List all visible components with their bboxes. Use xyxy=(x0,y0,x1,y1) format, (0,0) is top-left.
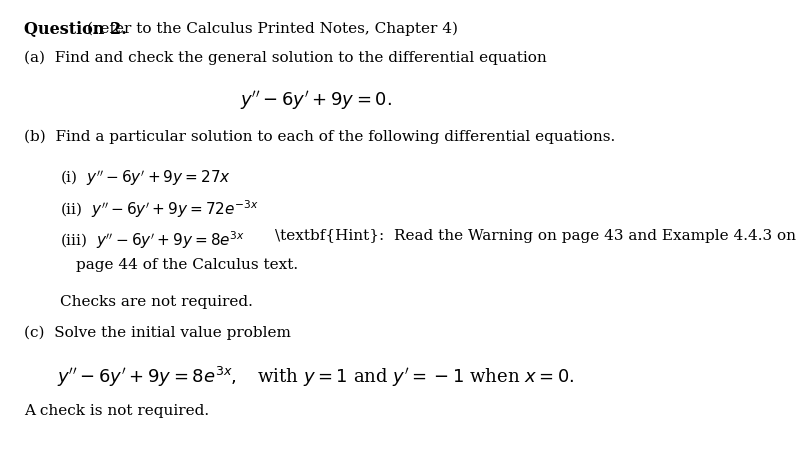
Text: (i)  $y'' - 6y' + 9y = 27x$: (i) $y'' - 6y' + 9y = 27x$ xyxy=(60,168,231,188)
Text: page 44 of the Calculus text.: page 44 of the Calculus text. xyxy=(76,258,298,272)
Text: (iii)  $y'' - 6y' + 9y = 8e^{3x}$: (iii) $y'' - 6y' + 9y = 8e^{3x}$ xyxy=(60,229,245,251)
Text: $y'' - 6y' + 9y = 8e^{3x},$   with $y = 1$ and $y' = -1$ when $x = 0.$: $y'' - 6y' + 9y = 8e^{3x},$ with $y = 1$… xyxy=(58,365,575,389)
Text: Question 2.: Question 2. xyxy=(24,21,132,38)
Text: A check is not required.: A check is not required. xyxy=(24,404,209,418)
Text: (refer to the Calculus Printed Notes, Chapter 4): (refer to the Calculus Printed Notes, Ch… xyxy=(87,21,458,36)
Text: $y'' - 6y' + 9y = 0.$: $y'' - 6y' + 9y = 0.$ xyxy=(240,89,392,113)
Text: Checks are not required.: Checks are not required. xyxy=(60,295,253,309)
Text: (ii)  $y'' - 6y' + 9y = 72e^{-3x}$: (ii) $y'' - 6y' + 9y = 72e^{-3x}$ xyxy=(60,199,259,220)
Text: (a)  Find and check the general solution to the differential equation: (a) Find and check the general solution … xyxy=(24,50,547,65)
Text: \textbf{Hint}:  Read the Warning on page 43 and Example 4.4.3 on: \textbf{Hint}: Read the Warning on page … xyxy=(275,229,796,244)
Text: (c)  Solve the initial value problem: (c) Solve the initial value problem xyxy=(24,326,291,341)
Text: (b)  Find a particular solution to each of the following differential equations.: (b) Find a particular solution to each o… xyxy=(24,130,615,144)
